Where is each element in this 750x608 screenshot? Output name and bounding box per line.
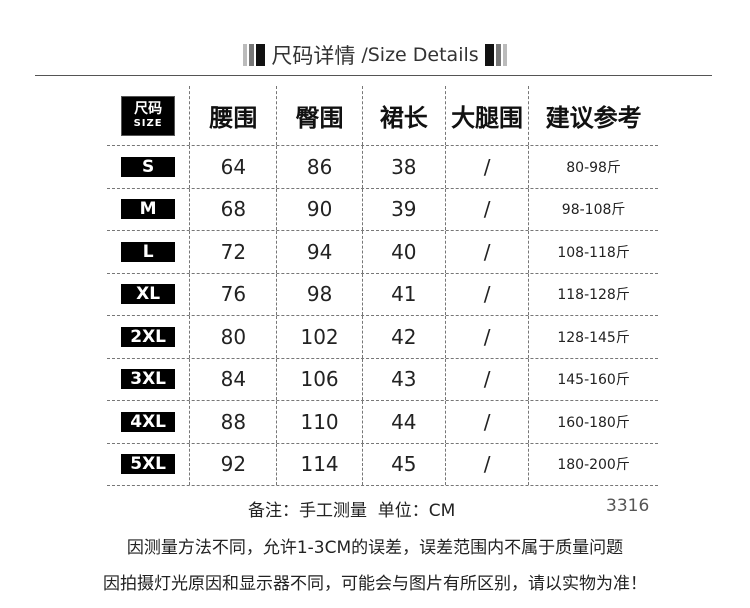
waist-cell: 72 xyxy=(189,231,276,273)
size-cell: L xyxy=(107,231,189,273)
header-hip: 臀围 xyxy=(276,86,361,145)
hip-cell: 90 xyxy=(276,188,361,230)
skirt-length-cell: 43 xyxy=(361,358,445,400)
waist-cell: 84 xyxy=(189,358,276,400)
hip-cell: 106 xyxy=(276,358,361,400)
table-row: L 72 94 40/108-118斤 xyxy=(107,231,658,274)
size-cell: 5XL xyxy=(107,444,189,486)
thigh-cell: / xyxy=(444,188,528,230)
skirt-length-cell: 38 xyxy=(361,146,445,188)
waist-cell: 80 xyxy=(189,316,276,358)
skirt-length-cell: 45 xyxy=(361,443,445,485)
hip-cell: 102 xyxy=(276,316,361,358)
recommend-cell: 160-180斤 xyxy=(528,401,658,443)
size-label: 2XL xyxy=(121,326,176,347)
skirt-length-cell: 42 xyxy=(361,316,445,358)
waist-cell: 64 xyxy=(189,146,276,188)
recommend-cell: 145-160斤 xyxy=(528,358,658,400)
table-row: 3XL 84 106 43/145-160斤 xyxy=(107,358,658,401)
thigh-cell: / xyxy=(444,358,528,400)
hip-cell: 114 xyxy=(276,443,361,485)
disclaimer-measurement: 因测量方法不同，允许1-3CM的误差，误差范围内不属于质量问题 xyxy=(126,538,624,558)
table-row: 2XL 80 102 42/128-145斤 xyxy=(107,316,658,359)
skirt-length-cell: 44 xyxy=(361,401,445,443)
hip-cell: 98 xyxy=(276,273,361,315)
recommend-cell: 108-118斤 xyxy=(528,231,658,273)
table-row: 5XL 92 114 45/180-200斤 xyxy=(107,443,658,486)
size-label: M xyxy=(121,199,176,220)
size-cell: XL xyxy=(107,274,189,316)
table-row: 4XL 88 110 44/160-180斤 xyxy=(107,401,658,444)
hip-cell: 86 xyxy=(276,146,361,188)
header-recommend: 建议参考 xyxy=(528,86,658,145)
hip-cell: 110 xyxy=(276,401,361,443)
product-code: 3316 xyxy=(606,496,650,516)
size-label: L xyxy=(121,241,176,262)
title-en: /Size Details xyxy=(361,44,479,66)
size-label: S xyxy=(121,156,176,177)
size-table: 尺码 SIZE 腰围 臀围 裙长 大腿围 建议参考 S 64 86 38/80-98斤 M… xyxy=(107,86,658,486)
size-label: XL xyxy=(121,284,176,305)
title: 尺码详情/Size Details xyxy=(0,40,750,70)
skirt-length-cell: 39 xyxy=(361,188,445,230)
title-cn: 尺码详情 xyxy=(271,44,356,68)
waist-cell: 88 xyxy=(189,401,276,443)
recommend-cell: 128-145斤 xyxy=(528,316,658,358)
title-divider xyxy=(35,75,712,76)
bars-decoration-right xyxy=(484,44,507,66)
skirt-length-cell: 41 xyxy=(361,273,445,315)
table-row: M 68 90 39/98-108斤 xyxy=(107,188,658,231)
size-label: 4XL xyxy=(121,411,176,432)
recommend-cell: 98-108斤 xyxy=(528,188,658,230)
note: 备注：手工测量 单位：CM xyxy=(248,501,456,521)
size-header-en: SIZE xyxy=(133,117,163,129)
thigh-cell: / xyxy=(444,231,528,273)
table-header: 尺码 SIZE 腰围 臀围 裙长 大腿围 建议参考 xyxy=(107,86,658,146)
table-row: S 64 86 38/80-98斤 xyxy=(107,146,658,189)
size-cell: 3XL xyxy=(107,359,189,401)
size-cell: S xyxy=(107,146,189,188)
recommend-cell: 180-200斤 xyxy=(528,443,658,485)
size-cell: M xyxy=(107,189,189,231)
recommend-cell: 80-98斤 xyxy=(528,146,658,188)
waist-cell: 68 xyxy=(189,188,276,230)
size-cell: 2XL xyxy=(107,316,189,358)
waist-cell: 92 xyxy=(189,443,276,485)
size-header-cn: 尺码 xyxy=(134,101,163,118)
skirt-length-cell: 40 xyxy=(361,231,445,273)
size-label: 5XL xyxy=(121,454,176,475)
table-row: XL 76 98 41/118-128斤 xyxy=(107,273,658,316)
header-skirt-length: 裙长 xyxy=(361,86,445,145)
hip-cell: 94 xyxy=(276,231,361,273)
size-cell: 4XL xyxy=(107,401,189,443)
waist-cell: 76 xyxy=(189,273,276,315)
thigh-cell: / xyxy=(444,316,528,358)
size-header-cell: 尺码 SIZE xyxy=(107,86,189,145)
thigh-cell: / xyxy=(444,146,528,188)
disclaimer-color: 因拍摄灯光原因和显示器不同，可能会与图片有所区别，请以实物为准！ xyxy=(103,574,647,594)
header-waist: 腰围 xyxy=(189,86,276,145)
bars-decoration-left xyxy=(243,44,266,66)
header-thigh: 大腿围 xyxy=(444,86,528,145)
thigh-cell: / xyxy=(444,401,528,443)
thigh-cell: / xyxy=(444,443,528,485)
size-label: 3XL xyxy=(121,369,176,390)
thigh-cell: / xyxy=(444,273,528,315)
recommend-cell: 118-128斤 xyxy=(528,273,658,315)
